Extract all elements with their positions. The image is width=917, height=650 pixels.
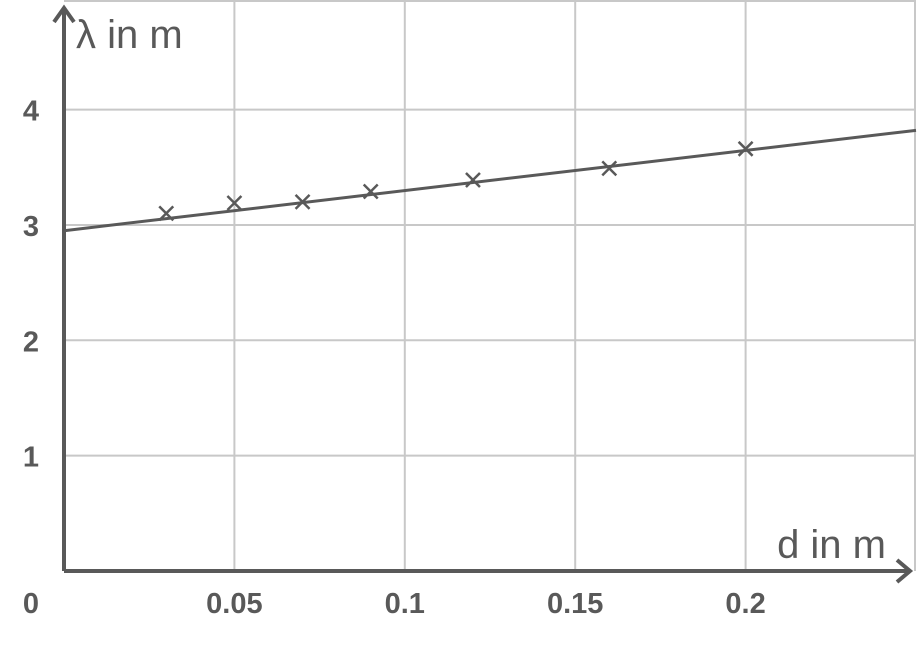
- fit-line-group: [63, 128, 917, 233]
- x-tick-label-4: 0.2: [725, 588, 765, 620]
- x-axis-arrow: [895, 558, 914, 584]
- y-tick-label-3: 4: [23, 96, 39, 128]
- axes: [52, 4, 914, 584]
- y-tick-label-1: 2: [23, 326, 39, 358]
- y-axis-arrow: [52, 4, 76, 24]
- data-point-2: [294, 193, 311, 210]
- y-tick-label-2: 3: [23, 211, 39, 243]
- data-point-4: [465, 172, 481, 188]
- y-tick-label-0: 1: [23, 442, 39, 474]
- x-tick-label-1: 0.05: [206, 588, 262, 620]
- data-points: [158, 140, 754, 222]
- y-axis-label: λ in m: [76, 13, 183, 57]
- data-point-5: [601, 160, 618, 177]
- x-tick-label-0: 0: [23, 588, 39, 620]
- fit-line: [63, 128, 917, 233]
- x-tick-label-2: 0.1: [385, 588, 425, 620]
- x-axis-label: d in m: [777, 523, 886, 567]
- data-point-3: [362, 183, 379, 200]
- x-tick-label-3: 0.15: [547, 588, 603, 620]
- data-point-0: [158, 205, 175, 222]
- data-point-6: [737, 140, 754, 157]
- grid: [64, 0, 916, 571]
- tick-labels: 0 0.05 0.1 0.15 0.2 1 2 3 4: [23, 96, 766, 620]
- data-point-1: [226, 195, 243, 211]
